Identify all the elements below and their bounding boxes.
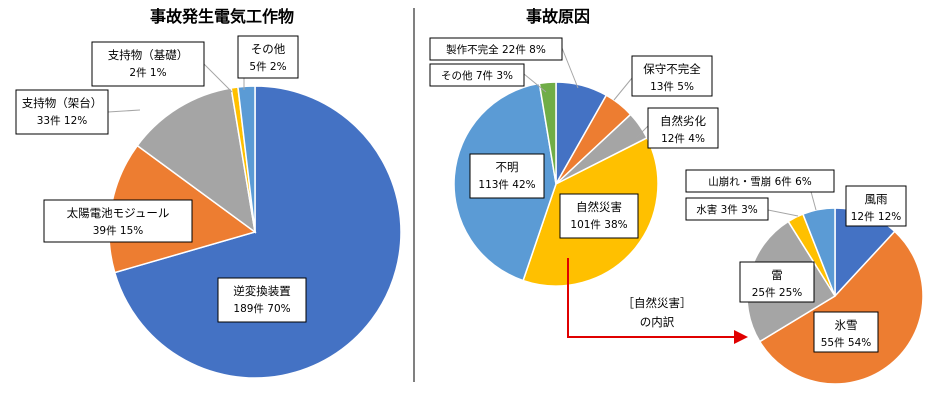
- chart3-label-name-4: 氷雪: [835, 318, 858, 332]
- chart2-leader-4: [523, 73, 547, 93]
- chart3-label-box-1: [685, 197, 769, 221]
- chart1-label-name-0: 逆変換装置: [233, 284, 291, 298]
- chart3-label-box-4: [813, 311, 879, 353]
- chart3-label-name-0: 風雨: [865, 192, 888, 206]
- chart2-title: 事故原因: [526, 7, 590, 26]
- chart1-slice-0: [113, 85, 402, 379]
- chart3-label-value-4: 55件 54%: [821, 337, 872, 349]
- chart2-slice-4: [538, 81, 557, 185]
- chart3-label-1: 水害 3件 3%: [696, 203, 758, 216]
- chart1-label-value-3: 2件 1%: [129, 67, 166, 79]
- chart1-title: 事故発生電気工作物: [150, 7, 294, 26]
- chart2-label-name-2: 自然災害: [576, 200, 622, 214]
- chart2-leader-5: [561, 47, 579, 89]
- chart3-label-name-3: 雷: [771, 268, 783, 282]
- chart2-label-box-1: [647, 107, 719, 149]
- chart2-label-box-3: [469, 153, 545, 199]
- chart1-label-box-4: [237, 35, 299, 79]
- chart3-label-2: 山崩れ・雪崩 6件 6%: [708, 175, 812, 188]
- chart3-label-box-2: [685, 169, 835, 193]
- chart3-label-value-0: 12件 12%: [851, 211, 902, 223]
- chart3-leader-1: [767, 209, 799, 217]
- chart2-label-5: 製作不完全 22件 8%: [446, 43, 546, 56]
- chart2-label-box-4: [429, 63, 525, 87]
- chart3-label-box-0: [845, 185, 907, 227]
- data-labels: 逆変換装置 189件 70% 太陽電池モジュール 39件 15% 支持物（架台） 33件 …: [15, 35, 907, 353]
- chart2-label-value-2: 101件 38%: [570, 219, 627, 231]
- chart2-label-value-1: 12件 4%: [661, 133, 705, 145]
- chart1-label-box-2: [15, 89, 109, 135]
- chart1-label-value-2: 33件 12%: [37, 115, 88, 127]
- chart2-label-name-3: 不明: [496, 160, 519, 174]
- chart3-slice-4: [758, 230, 924, 385]
- chart1-label-name-4: その他: [251, 42, 286, 56]
- chart1-leader-2: [107, 109, 141, 113]
- chart1-label-value-0: 189件 70%: [233, 303, 290, 315]
- chart1-label-name-2: 支持物（架台）: [22, 96, 103, 110]
- chart2-leader-0: [613, 77, 633, 101]
- breakdown-arrow: [567, 258, 748, 344]
- chart1-label-box-3: [91, 41, 205, 87]
- chart2-label-value-0: 13件 5%: [650, 81, 694, 93]
- chart3-slice-2: [801, 207, 836, 297]
- chart2-label-4: その他 7件 3%: [441, 69, 513, 82]
- chart3-label-value-3: 25件 25%: [752, 287, 803, 299]
- chart1-label-name-1: 太陽電池モジュール: [67, 206, 170, 220]
- chart1-slice-2: [136, 87, 257, 234]
- chart2-label-name-0: 保守不完全: [643, 62, 701, 76]
- chart2-label-box-0: [631, 55, 713, 97]
- chart2-label-name-1: 自然劣化: [660, 114, 706, 128]
- chart3-label-box-3: [739, 261, 815, 303]
- breakdown-note-line1: ［自然災害］: [623, 296, 692, 310]
- chart2-label-box-5: [429, 37, 563, 61]
- chart1-label-value-4: 5件 2%: [249, 61, 286, 73]
- chart2-leader-1: [635, 125, 649, 139]
- chart1-label-box-0: [217, 277, 307, 323]
- chart2-label-box-2: [559, 193, 639, 239]
- chart2-label-value-3: 113件 42%: [478, 179, 535, 191]
- chart1-label-name-3: 支持物（基礎）: [108, 48, 189, 62]
- chart1-slice-4: [237, 85, 256, 233]
- breakdown-note-line2: の内訳: [640, 315, 675, 329]
- chart1-leader-3: [203, 63, 233, 93]
- chart1-label-box-1: [43, 199, 193, 243]
- chart1-label-value-1: 39件 15%: [93, 225, 144, 237]
